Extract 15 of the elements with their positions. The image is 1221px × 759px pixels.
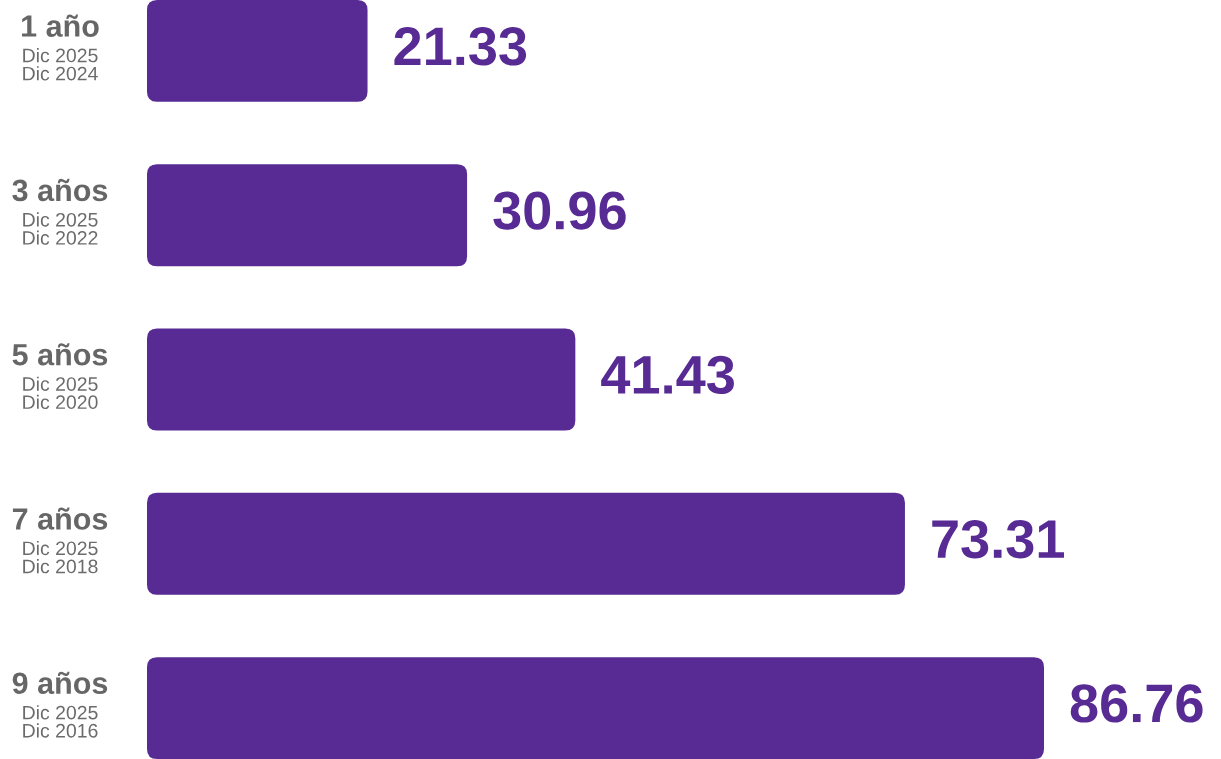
bar bbox=[147, 0, 368, 102]
y-tick-label: 7 años Dic 2025 Dic 2018 bbox=[12, 507, 108, 574]
y-tick-label: 3 años Dic 2025 Dic 2022 bbox=[12, 178, 108, 245]
y-tick-label: 5 años Dic 2025 Dic 2020 bbox=[12, 343, 108, 410]
y-tick-label: 9 años Dic 2025 Dic 2016 bbox=[12, 671, 108, 738]
bar bbox=[147, 492, 905, 595]
bar bbox=[147, 657, 1044, 759]
data-label: 21.33 bbox=[394, 27, 527, 66]
bar bbox=[147, 164, 468, 267]
data-label: 41.43 bbox=[601, 355, 734, 395]
data-label: 73.31 bbox=[932, 519, 1064, 559]
data-label: 86.76 bbox=[1070, 684, 1203, 723]
bar bbox=[147, 328, 576, 431]
data-label: 30.96 bbox=[493, 191, 626, 230]
y-tick-label: 1 año Dic 2025 Dic 2024 bbox=[22, 14, 99, 81]
